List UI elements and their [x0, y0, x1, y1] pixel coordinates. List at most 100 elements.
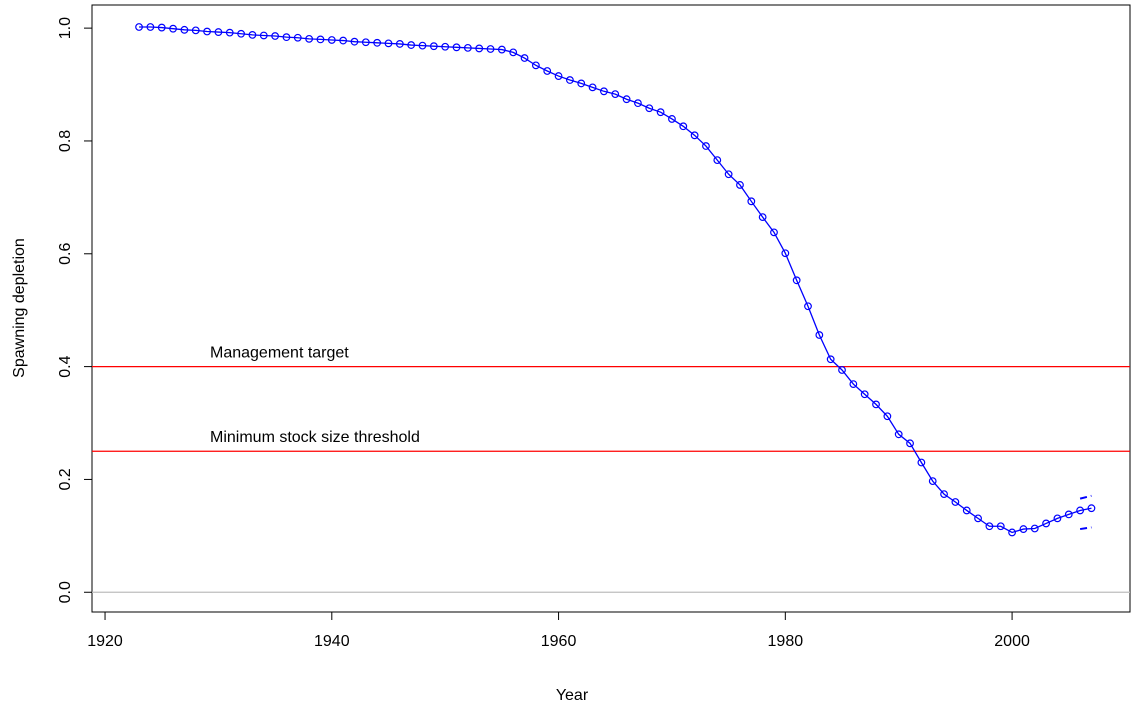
- data-point: [214, 28, 223, 36]
- data-point: [248, 30, 257, 39]
- data-point: [1087, 504, 1096, 513]
- data-point: [690, 131, 699, 140]
- x-tick-label: 1980: [768, 633, 804, 650]
- data-point: [520, 54, 529, 62]
- data-point: [758, 213, 767, 222]
- data-point: [157, 23, 166, 32]
- y-tick-label: 0.0: [57, 581, 74, 603]
- data-point: [815, 331, 824, 339]
- y-tick-label: 0.4: [57, 355, 74, 377]
- data-point: [463, 43, 472, 52]
- x-tick-label: 1960: [541, 633, 577, 650]
- data-point: [974, 514, 982, 523]
- data-point: [962, 506, 971, 515]
- data-line: [139, 26, 1092, 534]
- data-point: [452, 43, 461, 52]
- data-point: [940, 490, 948, 498]
- interval-lower: [1079, 526, 1092, 531]
- data-point: [565, 76, 574, 84]
- data-point: [724, 170, 733, 179]
- data-point: [679, 122, 688, 131]
- data-point: [327, 36, 336, 44]
- data-point: [1064, 510, 1073, 519]
- data-point: [554, 72, 563, 80]
- data-point: [135, 23, 143, 31]
- data-point: [645, 104, 654, 113]
- data-point: [418, 41, 427, 50]
- data-point: [203, 27, 211, 36]
- data-point: [838, 366, 846, 374]
- data-point: [1030, 524, 1039, 533]
- data-point: [373, 38, 382, 47]
- data-point: [1008, 528, 1016, 537]
- data-point: [1042, 519, 1050, 528]
- data-point: [985, 522, 994, 531]
- data-point: [826, 355, 835, 364]
- data-point: [804, 302, 812, 311]
- data-point: [384, 39, 393, 48]
- data-point: [475, 44, 484, 53]
- data-point: [237, 29, 245, 38]
- data-point: [259, 31, 268, 40]
- data-point: [611, 90, 620, 99]
- data-point: [928, 477, 937, 486]
- data-point: [634, 99, 642, 108]
- data-point: [486, 45, 495, 53]
- data-point: [883, 412, 892, 421]
- data-point: [316, 35, 325, 44]
- data-point: [747, 197, 756, 206]
- plot-frame: [91, 4, 1131, 613]
- data-point: [894, 430, 903, 439]
- data-point: [191, 26, 200, 35]
- data-point: [146, 23, 155, 31]
- data-point: [849, 380, 858, 388]
- data-point: [872, 400, 880, 409]
- data-point: [781, 249, 790, 258]
- data-point: [951, 498, 960, 506]
- data-point: [543, 67, 552, 75]
- data-point: [361, 38, 370, 47]
- data-point: [906, 439, 914, 448]
- reference-label: Minimum stock size threshold: [210, 429, 420, 446]
- reference-label: Management target: [210, 345, 349, 362]
- x-tick-label: 1920: [87, 633, 123, 650]
- data-point: [577, 79, 586, 88]
- data-point: [169, 24, 177, 33]
- data-point: [282, 33, 291, 42]
- data-point: [770, 228, 778, 237]
- interval-upper: [1079, 494, 1092, 500]
- data-point: [736, 181, 744, 189]
- data-point: [225, 28, 234, 37]
- data-point: [293, 33, 302, 42]
- y-tick-label: 0.6: [57, 243, 74, 265]
- data-point: [668, 115, 676, 123]
- data-point: [622, 95, 631, 104]
- y-tick-label: 1.0: [57, 17, 74, 39]
- data-point: [407, 41, 416, 49]
- x-tick-label: 1940: [314, 633, 350, 650]
- data-point: [996, 522, 1005, 531]
- data-point: [1019, 525, 1028, 533]
- data-point: [395, 40, 404, 48]
- y-axis-title: Spawning depletion: [11, 238, 28, 378]
- data-point: [588, 83, 597, 92]
- x-axis-title: Year: [556, 687, 589, 704]
- data-point: [531, 61, 540, 70]
- y-tick-label: 0.2: [57, 468, 74, 490]
- x-tick-label: 2000: [994, 633, 1030, 650]
- data-point: [656, 108, 665, 117]
- data-point: [441, 42, 450, 51]
- data-point: [702, 142, 710, 150]
- data-point: [429, 42, 438, 51]
- data-point: [339, 36, 348, 45]
- data-point: [271, 32, 280, 40]
- data-point: [497, 45, 506, 54]
- data-point: [1076, 506, 1085, 515]
- y-tick-label: 0.8: [57, 130, 74, 152]
- data-point: [350, 37, 359, 46]
- data-point: [305, 34, 314, 43]
- data-point: [1053, 514, 1062, 523]
- data-point: [600, 87, 608, 96]
- data-point: [713, 156, 722, 165]
